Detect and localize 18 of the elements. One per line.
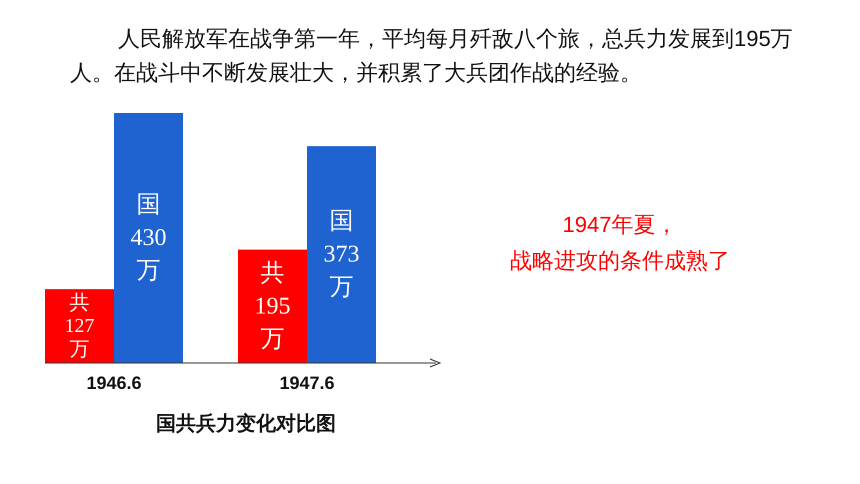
- series-label: 国: [136, 192, 160, 218]
- data-label: 430 万: [130, 225, 166, 284]
- text: 共: [260, 260, 284, 286]
- series-label: 共: [70, 292, 90, 314]
- bar: [45, 289, 114, 363]
- x-tick-label: 1947.6: [279, 373, 335, 393]
- bar: [238, 250, 307, 363]
- bar: [307, 146, 376, 363]
- text: 国共兵力变化对比图: [156, 412, 336, 435]
- data-label: 127 万: [64, 315, 94, 360]
- bar: [114, 113, 183, 363]
- data-label: 195 万: [254, 293, 290, 352]
- x-tick-label: 1946.6: [86, 373, 142, 393]
- chart-subtitle: 人民解放军在战争第一年，平均每月歼敌八个旅，总兵力发展到195万人。在战斗中不断发展壮大，并积累了大兵团作战的经验。: [70, 25, 794, 87]
- text: 国: [330, 208, 354, 235]
- text: 1947年夏，: [562, 212, 678, 237]
- text: 战略进攻的条件成熟了: [510, 248, 730, 273]
- data-label: 373 万: [324, 242, 360, 301]
